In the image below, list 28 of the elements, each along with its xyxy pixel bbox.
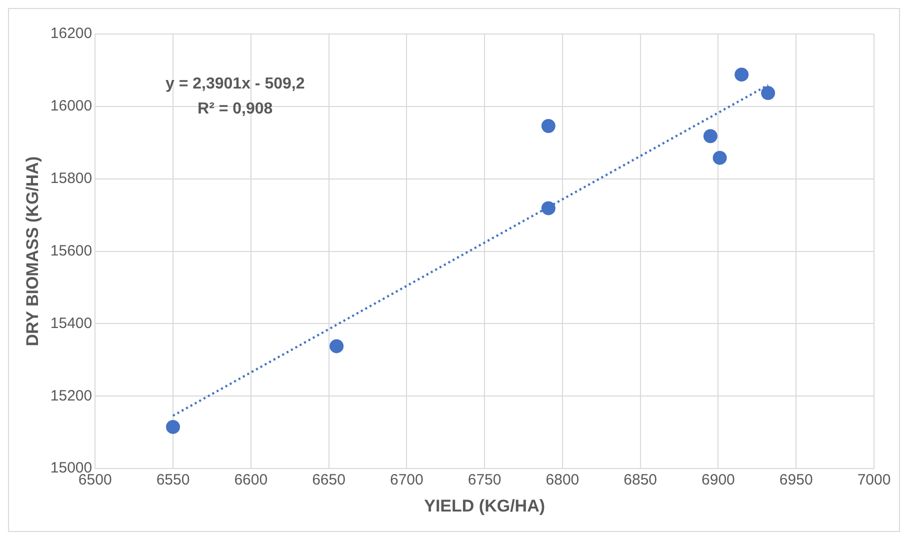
y-tick-label: 16000	[50, 98, 92, 115]
x-tick-label: 6850	[624, 472, 658, 489]
point	[712, 150, 727, 165]
annotation: R² = 0,908	[198, 100, 273, 118]
annotation: y = 2,3901x - 509,2	[165, 75, 305, 92]
point	[734, 68, 749, 82]
y-axis-title: DRY BIOMASS (KG/HA)	[22, 156, 42, 346]
x-tick-label: 6650	[312, 472, 346, 489]
y-tick-label: 15800	[50, 170, 92, 188]
x-axis-title: YIELD (KG/HA)	[424, 496, 545, 516]
point	[166, 420, 180, 434]
point	[541, 201, 556, 216]
y-tick-label: 15400	[50, 314, 92, 332]
x-tick-label: 6750	[468, 472, 502, 489]
point	[761, 86, 776, 100]
x-tick-label: 6550	[156, 472, 190, 489]
point	[330, 339, 344, 354]
x-tick-label: 7000	[857, 472, 891, 489]
y-tick-label: 15600	[50, 242, 92, 260]
y-tick-label: 15200	[50, 387, 92, 404]
point	[541, 118, 556, 133]
x-tick-label: 6900	[702, 472, 735, 489]
x-tick-label: 6800	[546, 472, 580, 489]
x-tick-label: 6950	[779, 472, 813, 489]
point	[703, 129, 718, 144]
x-tick-label: 6600	[234, 472, 268, 489]
x-tick-label: 6700	[390, 472, 424, 489]
y-tick-label: 16200	[50, 25, 92, 42]
